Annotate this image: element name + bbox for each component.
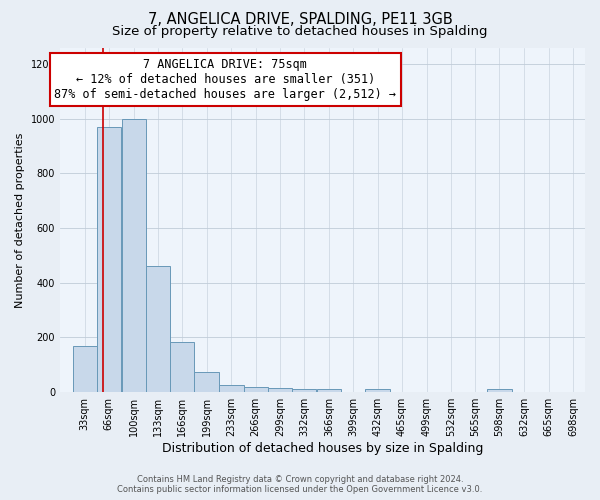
Bar: [268, 388, 292, 392]
Text: Size of property relative to detached houses in Spalding: Size of property relative to detached ho…: [112, 25, 488, 38]
Bar: [97, 127, 121, 392]
Bar: [73, 346, 97, 392]
Bar: [292, 388, 316, 392]
Bar: [317, 390, 341, 392]
Bar: [194, 372, 218, 392]
Text: 7, ANGELICA DRIVE, SPALDING, PE11 3GB: 7, ANGELICA DRIVE, SPALDING, PE11 3GB: [148, 12, 452, 28]
X-axis label: Distribution of detached houses by size in Spalding: Distribution of detached houses by size …: [162, 442, 483, 455]
Bar: [244, 388, 268, 392]
Text: Contains HM Land Registry data © Crown copyright and database right 2024.
Contai: Contains HM Land Registry data © Crown c…: [118, 474, 482, 494]
Bar: [122, 118, 146, 392]
Y-axis label: Number of detached properties: Number of detached properties: [15, 132, 25, 308]
Text: 7 ANGELICA DRIVE: 75sqm
← 12% of detached houses are smaller (351)
87% of semi-d: 7 ANGELICA DRIVE: 75sqm ← 12% of detache…: [55, 58, 397, 101]
Bar: [487, 390, 512, 392]
Bar: [220, 386, 244, 392]
Bar: [146, 266, 170, 392]
Bar: [365, 390, 390, 392]
Bar: [170, 342, 194, 392]
